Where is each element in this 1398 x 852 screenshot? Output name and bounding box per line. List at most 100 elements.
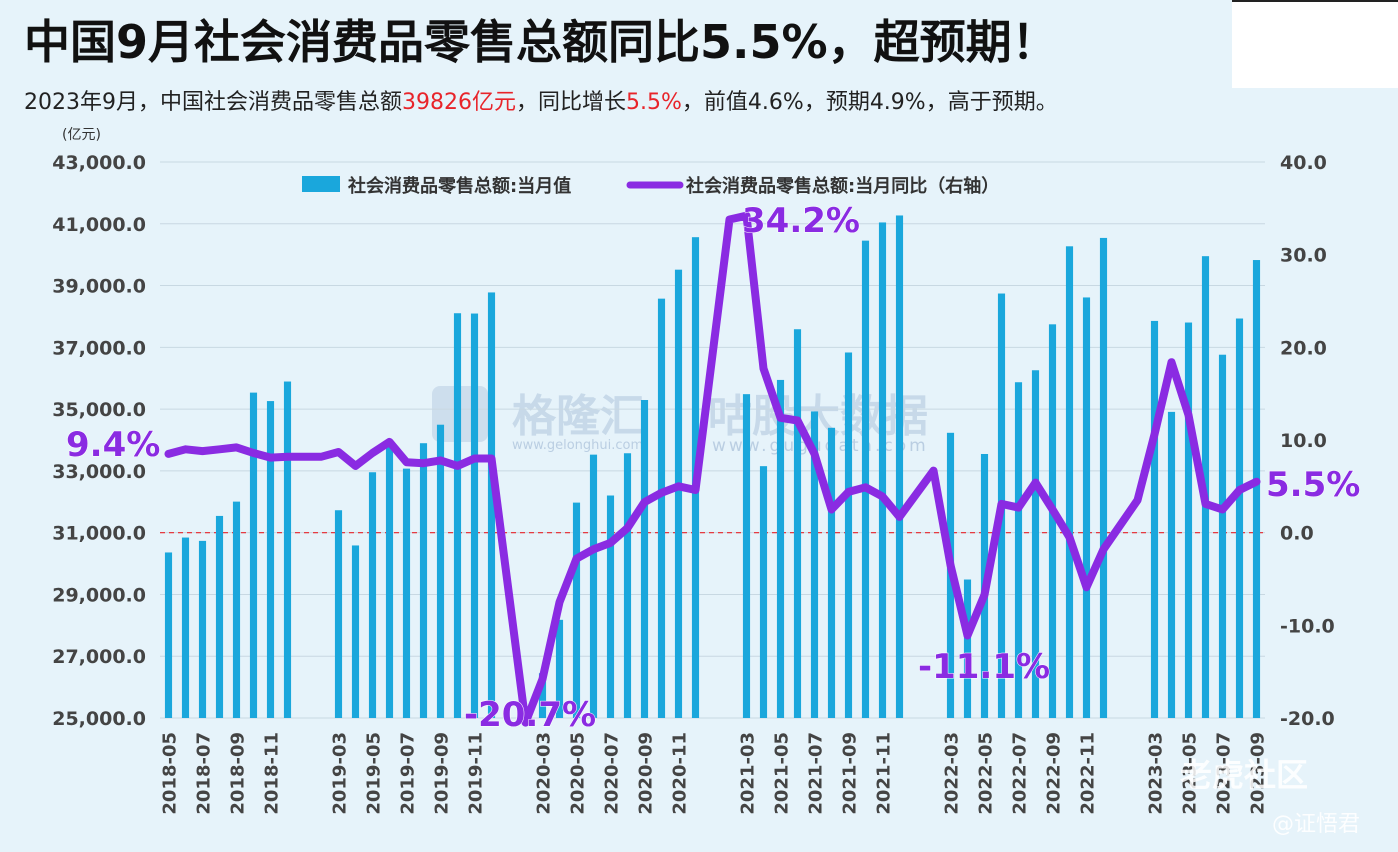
x-axis-tick-label: 2022-09 xyxy=(1044,732,1065,815)
left-axis-tick-label: 43,000.0 xyxy=(52,152,146,174)
bar xyxy=(1082,297,1091,718)
legend-bar-label: 社会消费品零售总额:当月值 xyxy=(348,175,571,197)
data-annotation: -11.1% xyxy=(918,647,1050,687)
bar xyxy=(657,298,666,718)
right-axis-tick-label: 30.0 xyxy=(1280,245,1327,267)
bar xyxy=(266,401,275,718)
x-axis-tick-label: 2022-05 xyxy=(976,732,997,815)
bar xyxy=(674,269,683,718)
bar xyxy=(1167,411,1176,718)
x-axis-tick-label: 2023-03 xyxy=(1146,732,1167,815)
bar xyxy=(436,424,445,718)
x-axis-tick-label: 2018-11 xyxy=(262,732,283,815)
bar xyxy=(1031,370,1040,718)
watermark-gelonghui: 格隆汇 xyxy=(512,391,644,442)
subline-part3: ，前值4.6%，预期4.9%，高于预期。 xyxy=(681,90,1058,115)
yoy-line xyxy=(164,211,1261,727)
left-axis-tick-label: 27,000.0 xyxy=(52,646,146,668)
x-axis-tick-label: 2022-07 xyxy=(1010,732,1031,815)
x-axis-tick-label: 2020-07 xyxy=(602,732,623,815)
x-axis-tick-label: 2022-03 xyxy=(942,732,963,815)
left-axis-tick-label: 25,000.0 xyxy=(52,708,146,730)
subline-part1: 2023年9月，中国社会消费品零售总额 xyxy=(24,90,402,115)
left-axis-tick-label: 33,000.0 xyxy=(52,461,146,483)
bar xyxy=(487,292,496,718)
bar xyxy=(198,540,207,718)
x-axis-tick-label: 2023-07 xyxy=(1214,732,1235,815)
x-axis-tick-label: 2019-05 xyxy=(364,732,385,815)
watermark-gugudata-url: www.gugudata.com xyxy=(712,436,929,456)
bar xyxy=(878,222,887,718)
x-axis-tick-label: 2018-07 xyxy=(194,732,215,815)
right-axis-tick-label: -10.0 xyxy=(1280,615,1335,637)
x-axis-tick-label: 2019-11 xyxy=(466,732,487,815)
bar xyxy=(334,510,343,718)
bar xyxy=(453,313,462,718)
bar xyxy=(249,392,258,718)
data-annotation: -20.7% xyxy=(464,695,596,735)
x-axis-tick-label: 2023-05 xyxy=(1180,732,1201,815)
data-annotation: 34.2% xyxy=(742,201,860,241)
bar xyxy=(1150,320,1159,718)
bar xyxy=(538,673,547,718)
bar xyxy=(1099,237,1108,718)
bar xyxy=(793,329,802,718)
x-axis-tick-label: 2020-09 xyxy=(636,732,657,815)
bar xyxy=(215,515,224,718)
right-axis-tick-label: -20.0 xyxy=(1280,708,1335,730)
data-annotation: 5.5% xyxy=(1266,465,1360,505)
watermark-gelonghui-url: www.gelonghui.com xyxy=(512,438,644,453)
right-axis-tick-label: 0.0 xyxy=(1280,523,1314,545)
x-axis-tick-label: 2021-03 xyxy=(738,732,759,815)
bar xyxy=(606,495,615,718)
bar xyxy=(283,381,292,718)
x-axis-tick-label: 2021-09 xyxy=(840,732,861,815)
watermark-laohu: 老虎社区 xyxy=(1180,756,1309,794)
subline-yoy: 5.5% xyxy=(626,90,682,115)
bar xyxy=(827,427,836,718)
bar xyxy=(402,468,411,718)
bar xyxy=(623,453,632,718)
x-axis-tick-label: 2019-09 xyxy=(432,732,453,815)
bar xyxy=(844,352,853,718)
corner-blank-box xyxy=(1232,0,1398,88)
x-axis-tick-label: 2021-07 xyxy=(806,732,827,815)
legend-bar-swatch xyxy=(302,176,340,192)
right-axis-tick-label: 20.0 xyxy=(1280,337,1327,359)
x-axis-tick-label: 2021-11 xyxy=(874,732,895,815)
right-axis-tick-label: 40.0 xyxy=(1280,152,1327,174)
x-axis-tick-label: 2018-05 xyxy=(160,732,181,815)
bar xyxy=(368,472,377,718)
bar xyxy=(963,579,972,718)
bar xyxy=(470,313,479,718)
left-axis-tick-label: 39,000.0 xyxy=(52,276,146,298)
x-axis-tick-label: 2020-11 xyxy=(670,732,691,815)
left-axis-tick-label: 35,000.0 xyxy=(52,399,146,421)
bar xyxy=(1048,324,1057,718)
x-axis-tick-label: 2018-09 xyxy=(228,732,249,815)
bar xyxy=(589,454,598,718)
bar xyxy=(776,379,785,718)
bar xyxy=(640,399,649,718)
bar xyxy=(572,502,581,718)
left-axis-tick-label: 29,000.0 xyxy=(52,584,146,606)
x-axis-tick-label: 2020-05 xyxy=(568,732,589,815)
bar xyxy=(232,501,241,718)
bar xyxy=(1252,260,1261,718)
subline-part2: ，同比增长 xyxy=(516,90,627,115)
watermark-author: @证悟君 xyxy=(1272,812,1361,837)
bar xyxy=(555,619,564,718)
data-annotation: 9.4% xyxy=(66,425,160,465)
right-axis-tick-label: 10.0 xyxy=(1280,430,1327,452)
legend-line-label: 社会消费品零售总额:当月同比（右轴） xyxy=(686,175,999,197)
bar xyxy=(1184,322,1193,718)
left-axis-unit: (亿元) xyxy=(62,127,101,143)
bar xyxy=(1218,354,1227,718)
subline: 2023年9月，中国社会消费品零售总额39826亿元，同比增长5.5%，前值4.… xyxy=(24,84,1058,116)
subline-value: 39826亿元 xyxy=(402,90,516,115)
bar xyxy=(181,537,190,718)
x-axis-tick-label: 2021-05 xyxy=(772,732,793,815)
left-axis-tick-label: 31,000.0 xyxy=(52,523,146,545)
bar xyxy=(1014,382,1023,718)
